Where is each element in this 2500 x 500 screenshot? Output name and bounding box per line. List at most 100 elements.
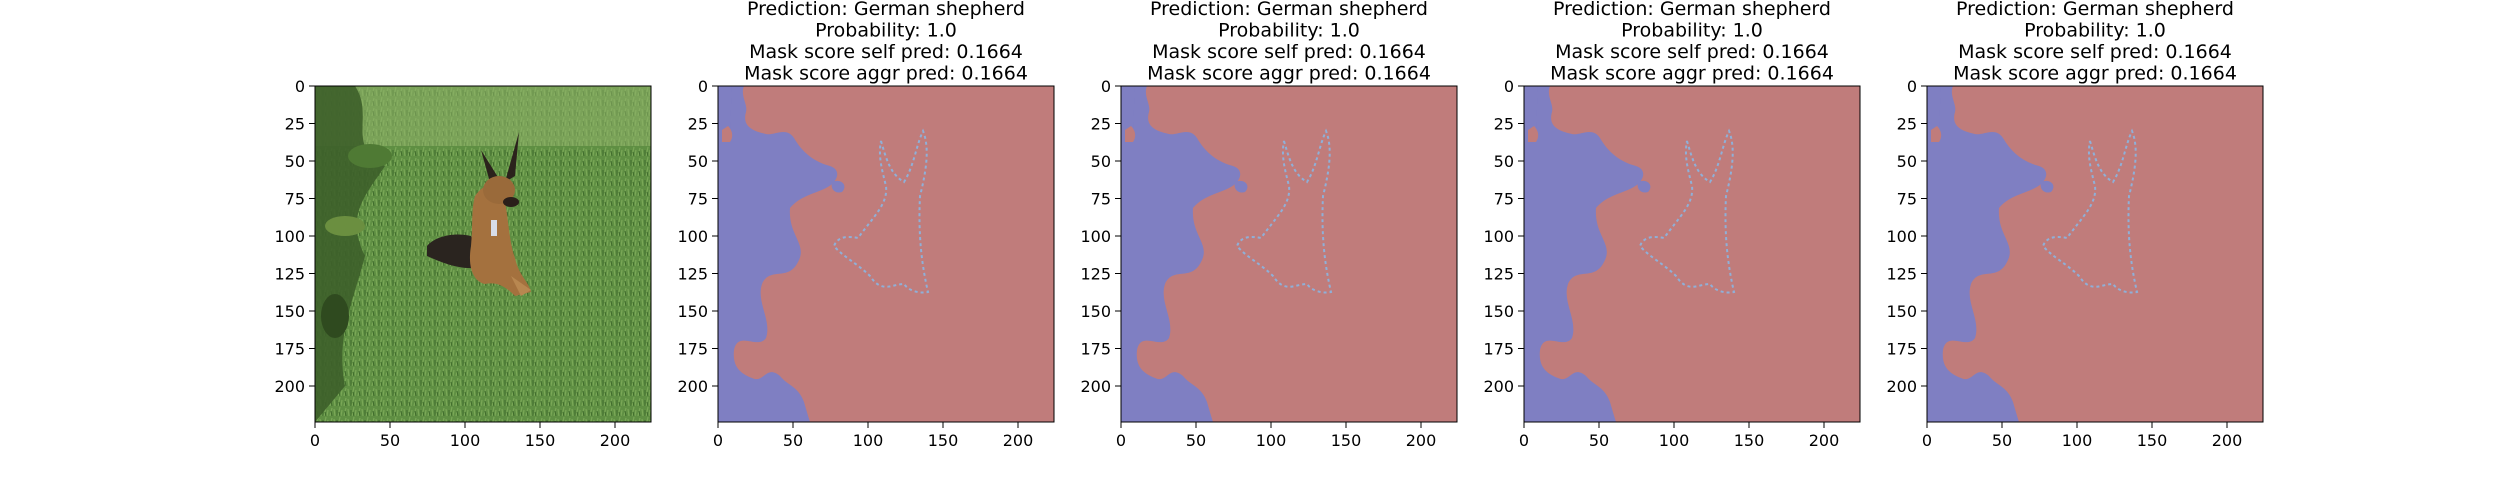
y-tick-label: 175 — [1886, 340, 1917, 359]
y-tick-label: 125 — [1483, 265, 1514, 284]
axes-frame — [1926, 85, 2264, 423]
y-tick-label: 100 — [677, 227, 708, 246]
y-tick-label: 200 — [1483, 377, 1514, 396]
x-tick-label: 200 — [2212, 431, 2243, 450]
y-tick-label: 75 — [688, 190, 708, 209]
y-tick-label: 200 — [677, 377, 708, 396]
y-tick-label: 50 — [688, 152, 708, 171]
subplot-title-line: Mask score self pred: 0.1664 — [1152, 41, 1426, 63]
subplot-title-line: Prediction: German shepherd — [1150, 0, 1428, 20]
subplot-title-line: Mask score self pred: 0.1664 — [749, 41, 1023, 63]
x-tick-label: 150 — [525, 431, 556, 450]
y-tick-label: 75 — [1897, 190, 1917, 209]
y-tick-label: 150 — [1886, 302, 1917, 321]
y-tick-label: 75 — [1494, 190, 1514, 209]
y-tick-label: 0 — [295, 77, 305, 96]
x-tick-label: 200 — [1809, 431, 1840, 450]
y-tick-label: 75 — [285, 190, 305, 209]
y-tick-label: 150 — [677, 302, 708, 321]
segmentation-mask — [717, 85, 1055, 423]
y-tick-label: 175 — [274, 340, 305, 359]
y-tick-label: 175 — [677, 340, 708, 359]
x-tick-label: 50 — [1186, 431, 1206, 450]
subplot-title-line: Probability: 1.0 — [2024, 20, 2166, 42]
photo-image — [315, 86, 651, 422]
segmentation-mask — [1523, 85, 1861, 423]
x-tick-label: 50 — [1589, 431, 1609, 450]
y-tick-label: 25 — [688, 115, 708, 134]
x-tick-label: 50 — [783, 431, 803, 450]
y-tick-label: 0 — [1504, 77, 1514, 96]
y-tick-label: 100 — [1080, 227, 1111, 246]
x-tick-label: 200 — [600, 431, 631, 450]
axes-frame — [1120, 85, 1458, 423]
subplot-title-line: Probability: 1.0 — [1218, 20, 1360, 42]
x-tick-label: 100 — [853, 431, 884, 450]
subplot-title-line: Probability: 1.0 — [1621, 20, 1763, 42]
y-tick-label: 150 — [1080, 302, 1111, 321]
subplot-title-line: Prediction: German shepherd — [747, 0, 1025, 20]
y-tick-label: 75 — [1091, 190, 1111, 209]
y-tick-label: 200 — [1080, 377, 1111, 396]
subplot-title-line: Mask score aggr pred: 0.1664 — [1147, 63, 1431, 85]
x-tick-label: 0 — [1519, 431, 1529, 450]
x-tick-label: 100 — [1256, 431, 1287, 450]
y-tick-label: 100 — [274, 227, 305, 246]
y-tick-label: 50 — [285, 152, 305, 171]
subplot-title-line: Probability: 1.0 — [815, 20, 957, 42]
y-tick-label: 100 — [1483, 227, 1514, 246]
y-tick-label: 125 — [274, 265, 305, 284]
y-tick-label: 0 — [698, 77, 708, 96]
subplot-title-line: Mask score aggr pred: 0.1664 — [1953, 63, 2237, 85]
x-tick-label: 100 — [450, 431, 481, 450]
x-tick-label: 100 — [2062, 431, 2093, 450]
subplot-title-line: Prediction: German shepherd — [1956, 0, 2234, 20]
subplot-4: 0 50 100 150 200 0 25 50 75 100 125 150 175 200 Predic… — [1483, 0, 1861, 450]
y-tick-label: 100 — [1886, 227, 1917, 246]
subplot-title-line: Mask score self pred: 0.1664 — [1958, 41, 2232, 63]
y-tick-label: 25 — [1091, 115, 1111, 134]
x-tick-label: 0 — [310, 431, 320, 450]
x-tick-label: 0 — [1922, 431, 1932, 450]
y-tick-label: 50 — [1897, 152, 1917, 171]
dog-figure — [427, 132, 531, 296]
subplot-title-line: Mask score self pred: 0.1664 — [1555, 41, 1829, 63]
y-tick-label: 125 — [677, 265, 708, 284]
y-tick-label: 0 — [1101, 77, 1111, 96]
subplot-2: 0 50 100 150 200 0 25 50 75 100 125 150 175 200 Predic… — [677, 0, 1055, 450]
subplot-title-line: Prediction: German shepherd — [1553, 0, 1831, 20]
y-tick-label: 25 — [1897, 115, 1917, 134]
subplot-title-line: Mask score aggr pred: 0.1664 — [1550, 63, 1834, 85]
y-tick-label: 200 — [1886, 377, 1917, 396]
x-tick-label: 0 — [1116, 431, 1126, 450]
subplot-3: 0 50 100 150 200 0 25 50 75 100 125 150 175 200 Predic… — [1080, 0, 1458, 450]
x-tick-label: 50 — [380, 431, 400, 450]
x-tick-label: 200 — [1003, 431, 1034, 450]
segmentation-mask — [1926, 85, 2264, 423]
y-tick-label: 175 — [1483, 340, 1514, 359]
x-tick-label: 150 — [928, 431, 959, 450]
y-tick-label: 25 — [1494, 115, 1514, 134]
axes-frame — [717, 85, 1055, 423]
segmentation-mask — [1120, 85, 1458, 423]
x-tick-label: 100 — [1659, 431, 1690, 450]
subplot-1: 0 50 100 150 200 0 25 50 75 100 125 150 175 200 — [274, 77, 652, 450]
x-tick-label: 200 — [1406, 431, 1437, 450]
axes-frame — [1523, 85, 1861, 423]
subplot-5: 0 50 100 150 200 0 25 50 75 100 125 150 175 200 Predic… — [1886, 0, 2264, 450]
y-tick-label: 50 — [1091, 152, 1111, 171]
y-tick-label: 125 — [1080, 265, 1111, 284]
x-tick-label: 50 — [1992, 431, 2012, 450]
y-tick-label: 150 — [1483, 302, 1514, 321]
x-tick-label: 150 — [2137, 431, 2168, 450]
y-tick-label: 150 — [274, 302, 305, 321]
x-tick-label: 150 — [1734, 431, 1765, 450]
y-tick-label: 0 — [1907, 77, 1917, 96]
axes-frame — [314, 85, 652, 423]
x-tick-label: 150 — [1331, 431, 1362, 450]
y-tick-label: 50 — [1494, 152, 1514, 171]
y-tick-label: 200 — [274, 377, 305, 396]
y-tick-label: 25 — [285, 115, 305, 134]
y-tick-label: 125 — [1886, 265, 1917, 284]
